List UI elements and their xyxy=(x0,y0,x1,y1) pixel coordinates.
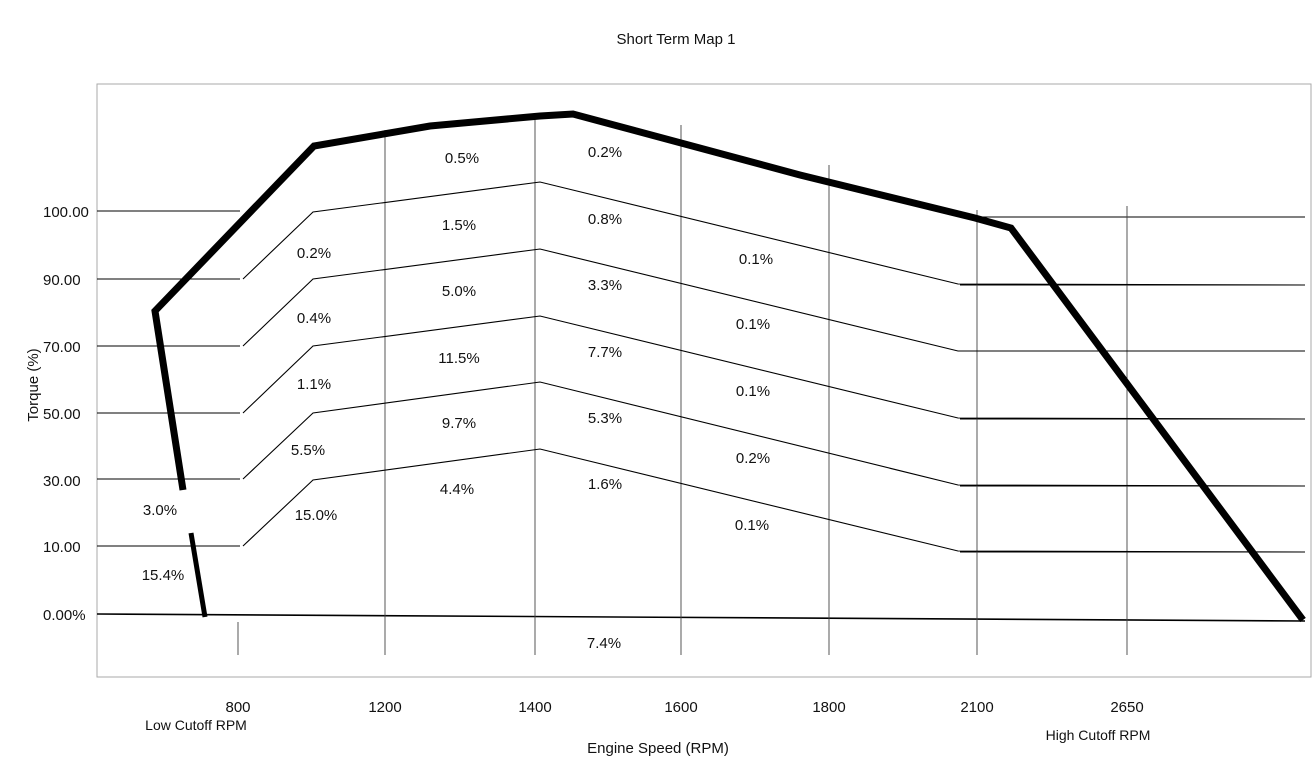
x-tick-label: 1200 xyxy=(368,699,401,716)
x-tick-label: 1800 xyxy=(812,699,845,716)
cell-percentage-label: 0.1% xyxy=(736,316,770,333)
x-tick-label: 1400 xyxy=(518,699,551,716)
y-tick-label: 10.00 xyxy=(43,539,81,556)
torque-band-line xyxy=(242,315,1306,420)
cell-percentage-label: 0.5% xyxy=(445,150,479,167)
cell-percentage-label: 0.2% xyxy=(297,245,331,262)
cell-percentage-label: 5.5% xyxy=(291,442,325,459)
cell-percentage-label: 3.0% xyxy=(143,502,177,519)
cell-percentage-label: 11.5% xyxy=(438,350,479,367)
cell-percentage-label: 0.8% xyxy=(588,211,622,228)
zero-baseline xyxy=(96,613,1306,622)
max-torque-curve xyxy=(151,110,1306,623)
torque-band-line xyxy=(242,381,1306,487)
x-axis-tick-labels: 800 1200 1400 1600 1800 2100 2650 xyxy=(225,699,1143,716)
low-cutoff-segment xyxy=(188,532,208,618)
x-tick-label: 800 xyxy=(225,699,250,716)
y-tick-label: 90.00 xyxy=(43,272,81,289)
cell-percentage-label: 0.2% xyxy=(588,144,622,161)
torque-envelope xyxy=(151,110,1306,623)
torque-band-line xyxy=(242,248,1305,352)
plot-frame xyxy=(96,83,1312,678)
torque-band-line xyxy=(242,181,1306,286)
y-tick-label: 30.00 xyxy=(43,473,81,490)
cell-percentage-label: 0.4% xyxy=(297,310,331,327)
vertical-gridlines xyxy=(237,118,1128,655)
y-axis-tick-labels: 0.00% 10.00 30.00 50.00 70.00 90.00 100.… xyxy=(43,204,89,624)
torque-band-line xyxy=(242,448,1306,553)
cell-percentage-label: 9.7% xyxy=(442,415,476,432)
cell-percentage-label: 1.5% xyxy=(442,217,476,234)
chart-title: Short Term Map 1 xyxy=(617,31,736,48)
y-tick-label: 100.00 xyxy=(43,204,89,221)
cell-percentage-label: 3.3% xyxy=(588,277,622,294)
cell-percentage-label: 5.0% xyxy=(442,283,476,300)
cell-percentage-label: 7.7% xyxy=(588,344,622,361)
torque-band-lines xyxy=(242,181,1306,553)
cell-percentage-label: 1.6% xyxy=(588,476,622,493)
x-tick-label: 1600 xyxy=(664,699,697,716)
cell-percentage-label: 15.0% xyxy=(295,507,338,524)
y-axis-title: Torque (%) xyxy=(25,348,42,421)
y-tick-label: 50.00 xyxy=(43,406,81,423)
cell-percentage-label: 0.2% xyxy=(736,450,770,467)
cell-percentage-label: 0.1% xyxy=(735,517,769,534)
cell-percentage-label: 4.4% xyxy=(440,481,474,498)
y-tick-label: 70.00 xyxy=(43,339,81,356)
percentage-labels: 15.4% 3.0% 15.0% 5.5% 1.1% 0.4% 0.2% 4.4% 9.7% 11… xyxy=(142,144,773,652)
x-axis-title: Engine Speed (RPM) xyxy=(587,740,729,757)
high-cutoff-label: High Cutoff RPM xyxy=(1046,727,1151,743)
x-tick-label: 2650 xyxy=(1110,699,1143,716)
y-tick-label: 0.00% xyxy=(43,607,86,624)
cell-percentage-label: 1.1% xyxy=(297,376,331,393)
x-tick-label: 2100 xyxy=(960,699,993,716)
cell-percentage-label: 0.1% xyxy=(736,383,770,400)
low-cutoff-label: Low Cutoff RPM xyxy=(145,717,247,733)
cell-percentage-label: 7.4% xyxy=(587,635,621,652)
cell-percentage-label: 15.4% xyxy=(142,567,185,584)
cell-percentage-label: 0.1% xyxy=(739,251,773,268)
cell-percentage-label: 5.3% xyxy=(588,410,622,427)
